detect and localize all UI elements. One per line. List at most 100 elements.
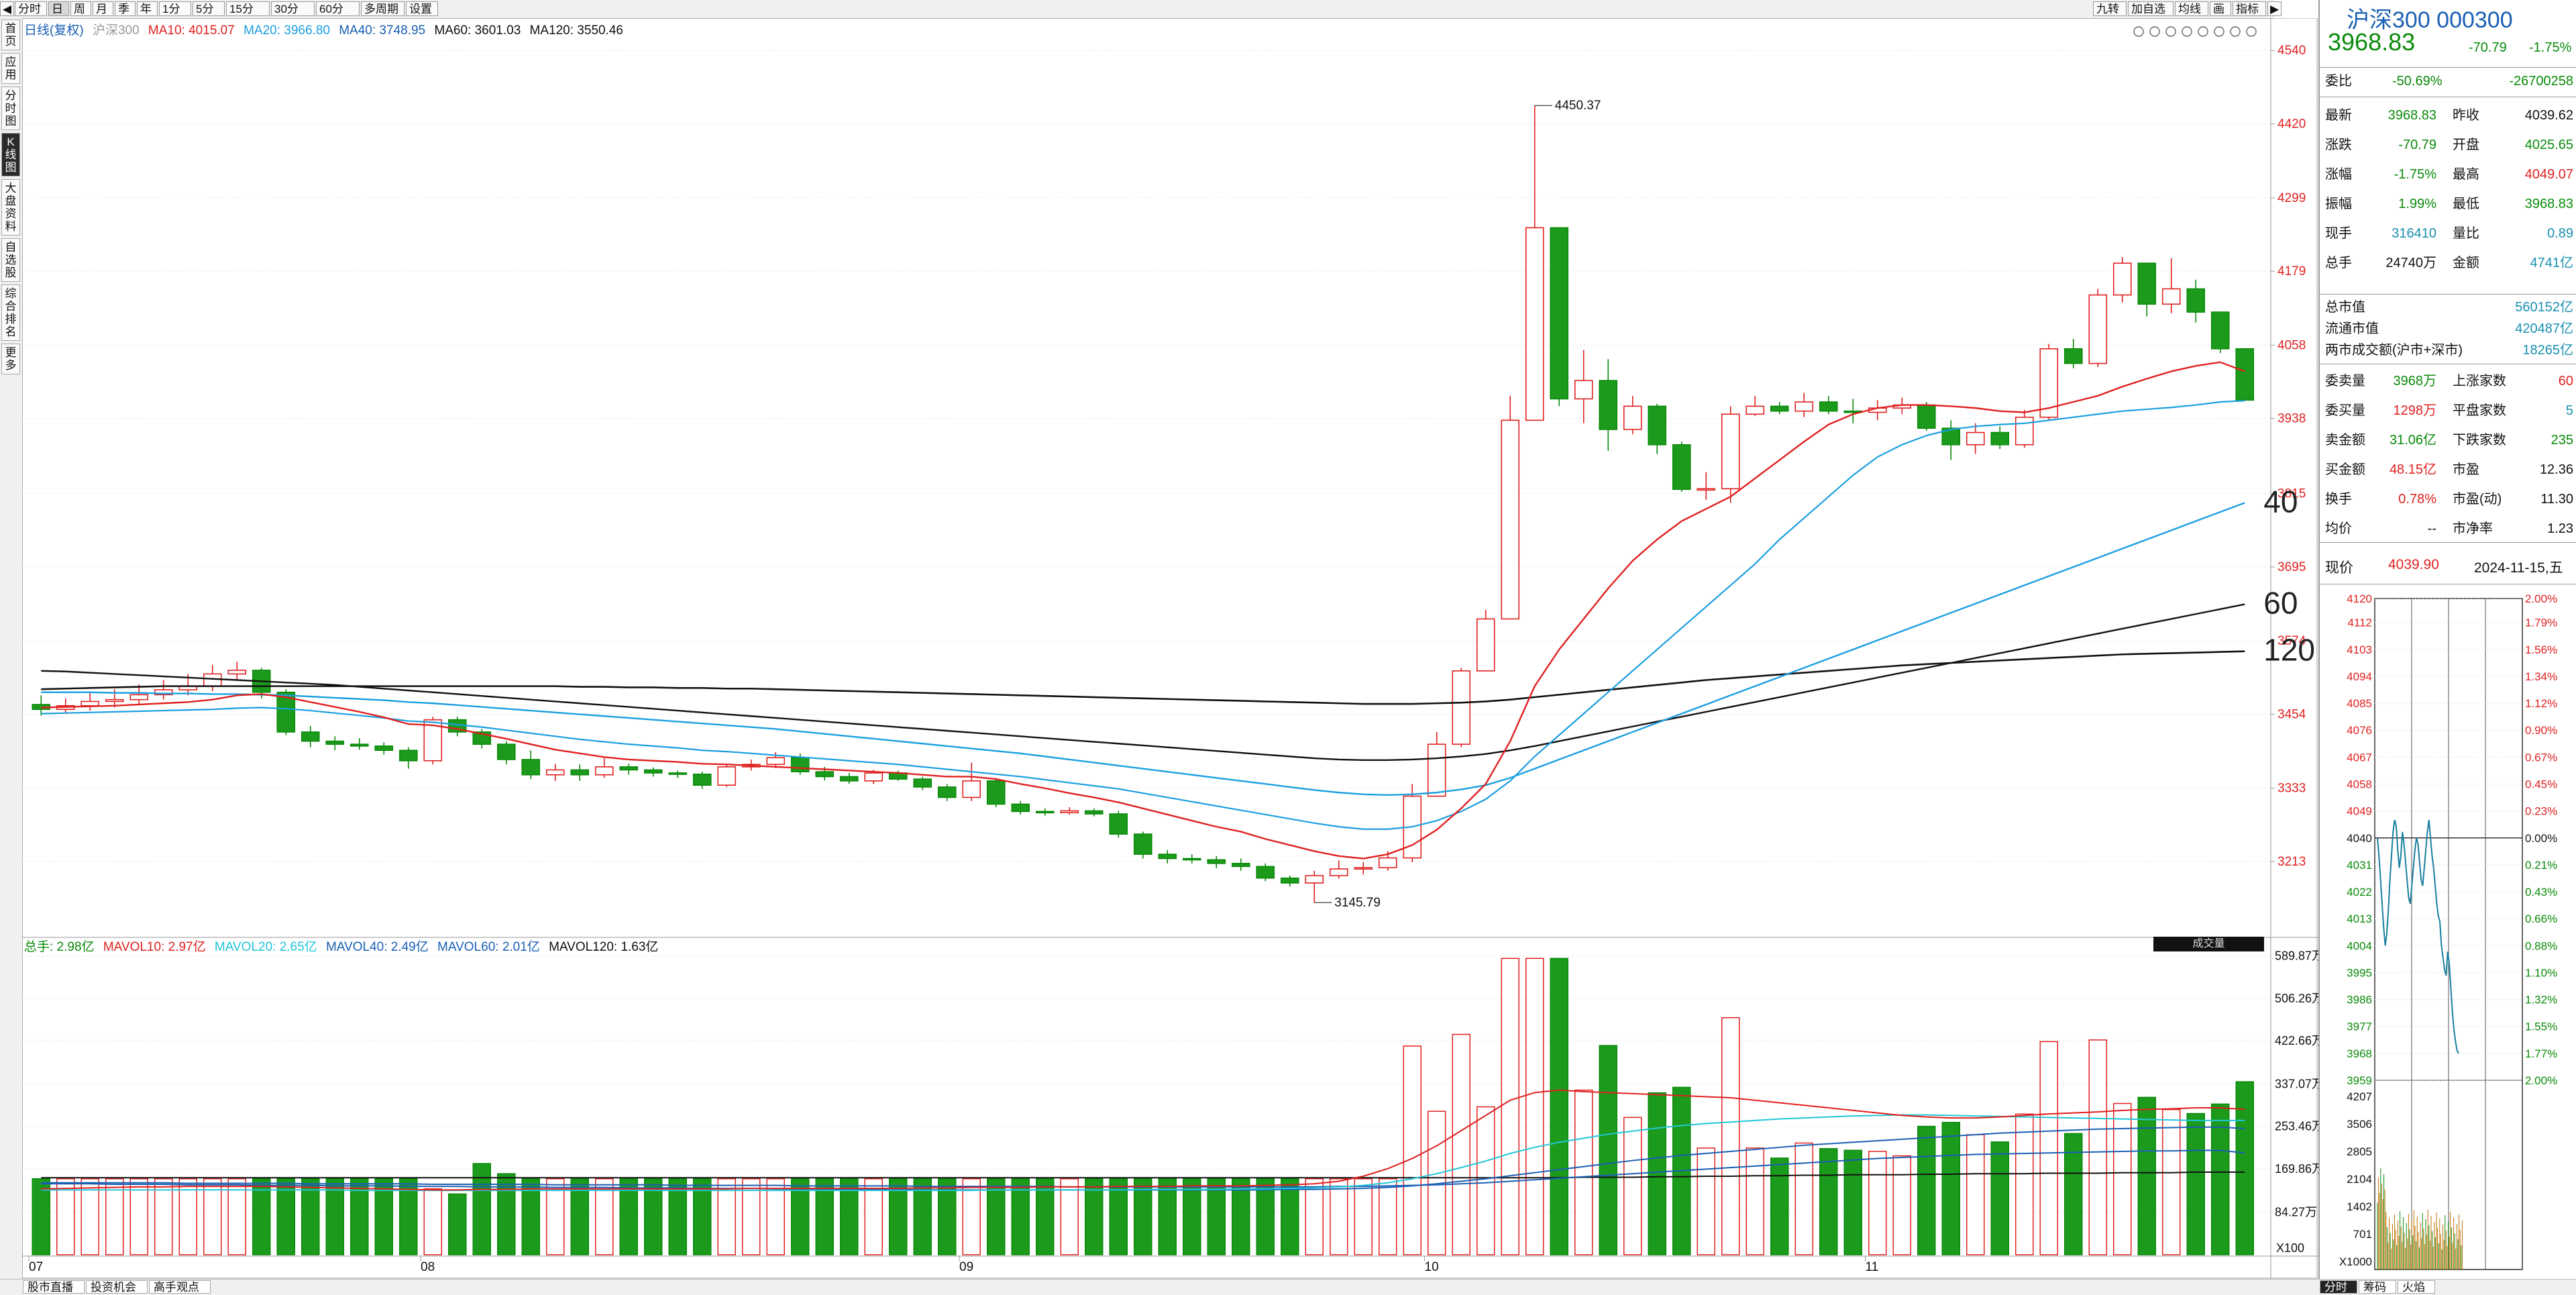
period-tab[interactable]: 5分 [193, 1, 225, 16]
candle-body [1770, 405, 1789, 412]
quote-value: 235 [2551, 433, 2573, 448]
volume-bar [1158, 1178, 1177, 1255]
intraday-vol-tick: 701 [2353, 1228, 2372, 1241]
ma-line-label: 60 [2263, 586, 2298, 621]
zoom-out-icon[interactable] [2230, 26, 2241, 37]
candle-body [594, 766, 614, 776]
toolbar-action[interactable]: 指标 [2233, 1, 2266, 16]
volume-bar [227, 1178, 246, 1255]
toolbar-action[interactable]: 画 [2210, 1, 2231, 16]
bottom-tab[interactable]: 高手观点 [149, 1280, 211, 1294]
quote-value: -70.79 [2398, 138, 2436, 152]
undo-icon[interactable] [2165, 26, 2176, 37]
volume-tick-label: 169.86万 [2275, 1162, 2318, 1176]
eye-icon[interactable] [2133, 26, 2144, 37]
intraday-pct-tick: 1.12% [2525, 697, 2557, 710]
intraday-vol-tick: 2104 [2347, 1173, 2372, 1186]
side-bottom-tab[interactable]: 火焰 [2398, 1280, 2435, 1294]
volume-bar [1648, 1092, 1666, 1255]
nav-item[interactable]: 综 合 排 名 [1, 284, 20, 341]
period-toolbar: ◀ 分时日周月季年 1分 5分 15分 30分 60分 多周期 设置 九转 加自选 均线画指标 ▶ [0, 0, 2282, 19]
lock-icon[interactable] [2198, 26, 2208, 37]
nav-item[interactable]: 应 用 [1, 53, 20, 84]
quote-value: 1.23 [2547, 521, 2573, 536]
candle-body [790, 757, 810, 772]
intraday-pct-tick: 0.00% [2525, 832, 2557, 845]
intraday-price-tick: 4120 [2347, 592, 2372, 605]
candle-body [1990, 431, 2010, 446]
volume-bar [1721, 1017, 1740, 1255]
period-tab[interactable]: 日 [48, 1, 69, 16]
nav-item[interactable]: 更 多 [1, 344, 20, 374]
candle-body [1501, 419, 1520, 620]
ma10-line [41, 361, 2245, 860]
kline-chart[interactable]: 4540 4420 4299 4179 4058 3938 3815 3695 3574 3454… [22, 18, 2318, 1280]
nav-item[interactable]: 分 时 图 [1, 87, 20, 130]
time-tick-label: 08 [421, 1260, 435, 1274]
period-tab[interactable]: 多周期 [361, 1, 405, 16]
volume-bar [742, 1178, 761, 1255]
volume-bar [1966, 1134, 1985, 1255]
period-tab[interactable]: 周 [70, 1, 91, 16]
scroll-left-icon[interactable]: ◀ [0, 1, 15, 16]
ma40-line [41, 502, 2245, 796]
volume-bar [766, 1178, 785, 1255]
period-tab[interactable]: 30分 [271, 1, 315, 16]
side-bottom-tab[interactable]: 分时 [2320, 1280, 2357, 1294]
period-tab[interactable]: 分时 [15, 1, 47, 16]
quote-value: 316410 [2392, 226, 2436, 241]
volume-indicator-tag[interactable]: 成交量 [2153, 937, 2264, 951]
candle-body [913, 778, 932, 788]
eye-icon[interactable] [2149, 26, 2160, 37]
cap-label: 两市成交额(沪市+深市) [2325, 343, 2463, 358]
scroll-right-icon[interactable]: ▶ [2267, 1, 2282, 16]
quote-label: 开盘 [2453, 138, 2479, 152]
candle-body [1011, 803, 1030, 813]
cap-label: 流通市值 [2325, 321, 2379, 336]
period-tab[interactable]: 年 [137, 1, 158, 16]
period-tab[interactable]: 月 [93, 1, 113, 16]
zoom-in-icon[interactable] [2246, 26, 2257, 37]
period-tab[interactable]: 设置 [406, 1, 438, 16]
intraday-pct-tick: 1.79% [2525, 617, 2557, 629]
volume-bar [1281, 1178, 1299, 1255]
intraday-pct-tick: 2.00% [2525, 592, 2557, 605]
volume-bar [1232, 1178, 1250, 1255]
high-label: 4450.37 [1555, 99, 1601, 113]
volume-bar [399, 1178, 418, 1255]
quote-value: -1.75% [2394, 167, 2436, 182]
candle-body [1599, 380, 1618, 430]
candle-body [1966, 431, 1985, 446]
toolbar-action[interactable]: 加自选 [2128, 1, 2174, 16]
volume-bar [840, 1178, 859, 1255]
nav-item[interactable]: 大 盘 资 料 [1, 179, 20, 236]
price-tick-label: 4540 [2277, 44, 2306, 58]
candle-body [1231, 862, 1250, 868]
settings-icon[interactable] [2214, 26, 2224, 37]
quote-change-pct: -1.75% [2529, 40, 2572, 55]
nav-item[interactable]: 自 选 股 [1, 238, 20, 282]
candle-body [815, 771, 835, 778]
side-bottom-tab[interactable]: 筹码 [2359, 1280, 2396, 1294]
candle-body [1746, 405, 1765, 415]
volume-bar [350, 1178, 369, 1255]
redo-icon[interactable] [2182, 26, 2192, 37]
volume-bar [644, 1178, 663, 1255]
nav-item[interactable]: K 线 图 [1, 133, 20, 176]
candle-body [374, 745, 394, 752]
ma-line-label: 40 [2263, 484, 2298, 519]
period-tab[interactable]: 1分 [159, 1, 191, 16]
period-tab[interactable]: 季 [115, 1, 136, 16]
intraday-chart[interactable]: 4120 2.00% 4112 1.79% 4103 1.56% 4094 1.34% 4085… [2320, 590, 2576, 1279]
bottom-tab[interactable]: 股市直播 [23, 1280, 85, 1294]
nav-item[interactable]: 首 页 [1, 19, 20, 50]
period-tab[interactable]: 15分 [226, 1, 270, 16]
volume-bar [1525, 957, 1544, 1255]
period-tab[interactable]: 60分 [316, 1, 360, 16]
toolbar-action[interactable]: 均线 [2175, 1, 2208, 16]
volume-bar [32, 1178, 50, 1255]
toolbar-action[interactable]: 九转 [2093, 1, 2127, 16]
volume-bar [2137, 1096, 2156, 1255]
bottom-tab[interactable]: 投资机会 [86, 1280, 148, 1294]
price-tick-label: 3454 [2277, 708, 2306, 722]
